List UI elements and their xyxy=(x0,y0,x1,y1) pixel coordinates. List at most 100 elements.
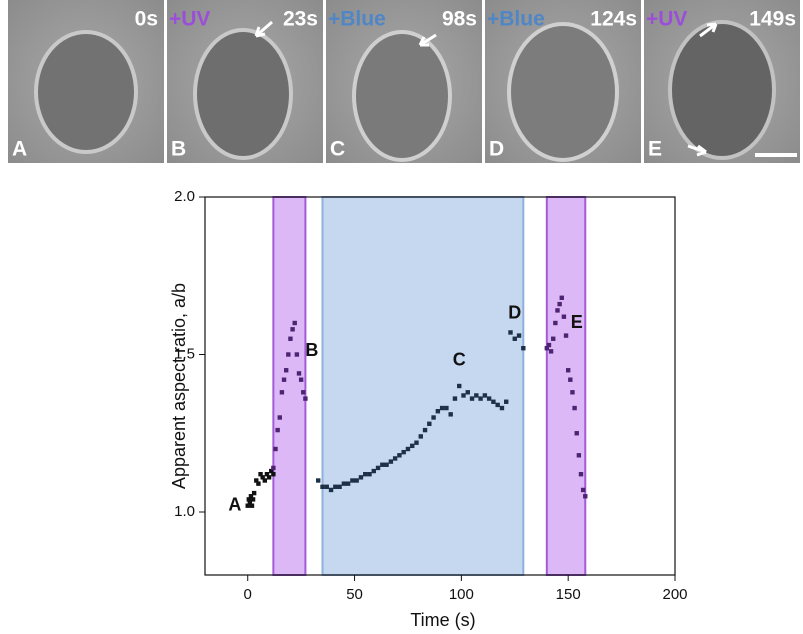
panel-letter: C xyxy=(330,138,345,161)
data-point xyxy=(427,421,432,426)
time-label: 23s xyxy=(283,8,318,31)
data-point xyxy=(247,500,253,505)
plot-frame xyxy=(204,196,676,576)
treatment-label: +Blue xyxy=(328,8,386,31)
data-point xyxy=(478,396,483,401)
data-point xyxy=(431,415,436,420)
data-point xyxy=(375,465,381,471)
data-point xyxy=(482,393,488,398)
data-point xyxy=(301,390,306,395)
data-point xyxy=(559,295,564,300)
vesicle xyxy=(668,20,776,160)
data-point xyxy=(418,434,423,439)
data-point xyxy=(350,478,355,483)
x-axis-title: Time (s) xyxy=(410,610,475,630)
data-point xyxy=(275,427,280,433)
data-point xyxy=(367,472,372,477)
data-point xyxy=(555,308,560,313)
y-tick-label: 1.0 xyxy=(174,503,195,520)
x-tick-label: 150 xyxy=(556,586,581,603)
data-point xyxy=(294,352,300,357)
data-point xyxy=(246,497,251,502)
data-point xyxy=(245,503,250,508)
data-point xyxy=(469,396,475,401)
time-label: 0s xyxy=(135,8,158,31)
data-point xyxy=(444,405,449,411)
image-panel: 0s A xyxy=(8,0,164,163)
data-point xyxy=(260,475,265,480)
data-point xyxy=(397,453,402,458)
data-point xyxy=(521,346,526,351)
data-point xyxy=(269,468,274,474)
data-point xyxy=(486,396,492,401)
data-point xyxy=(283,368,289,373)
data-point xyxy=(328,487,334,493)
data-point xyxy=(414,440,419,445)
time-label: 149s xyxy=(749,8,796,31)
data-point xyxy=(277,415,282,420)
data-point xyxy=(341,481,347,486)
data-point xyxy=(345,481,351,486)
time-label: 124s xyxy=(590,8,637,31)
data-point xyxy=(279,390,285,395)
data-point xyxy=(448,412,453,417)
data-point xyxy=(551,336,556,341)
data-point xyxy=(266,475,272,480)
data-point xyxy=(249,503,255,508)
data-point xyxy=(384,462,389,467)
data-point xyxy=(248,494,254,499)
shaded-region xyxy=(272,196,307,576)
data-point xyxy=(565,368,571,373)
arrow xyxy=(699,22,718,38)
data-point xyxy=(512,336,517,341)
data-point xyxy=(388,459,394,464)
x-tick-label: 0 xyxy=(244,586,252,603)
data-point xyxy=(563,333,569,338)
data-point xyxy=(358,475,364,480)
data-point xyxy=(422,427,428,433)
data-point xyxy=(258,472,263,477)
data-point xyxy=(296,371,302,376)
panel-letter: D xyxy=(489,138,504,161)
data-point xyxy=(557,301,562,307)
image-panel: +Blue 98s C xyxy=(326,0,482,163)
data-point xyxy=(354,478,359,483)
y-tick-label: 1.5 xyxy=(174,345,195,362)
data-point xyxy=(578,472,584,477)
data-point xyxy=(303,396,308,401)
vesicle xyxy=(34,30,138,154)
data-point xyxy=(516,333,522,338)
data-point xyxy=(544,346,550,351)
treatment-label: +UV xyxy=(646,8,687,31)
data-point xyxy=(290,327,295,332)
data-point xyxy=(337,484,342,489)
x-tick-label: 100 xyxy=(449,586,474,603)
data-point xyxy=(380,462,385,467)
vesicle xyxy=(352,30,452,162)
data-point xyxy=(495,402,500,408)
data-point xyxy=(576,453,582,458)
data-point xyxy=(452,396,458,401)
shaded-region xyxy=(321,196,525,576)
data-point xyxy=(548,349,554,354)
image-panel: +UV 149s E xyxy=(644,0,800,163)
arrow xyxy=(418,33,437,47)
data-point xyxy=(461,393,466,398)
data-point xyxy=(324,484,329,489)
point-annotation: D xyxy=(508,302,521,322)
point-annotation: A xyxy=(228,494,241,514)
data-point xyxy=(553,320,558,326)
data-point xyxy=(435,409,441,414)
data-point xyxy=(574,431,579,436)
data-point xyxy=(251,490,257,496)
y-axis-title: Apparent aspect ratio, a/b xyxy=(169,283,189,489)
data-point xyxy=(392,456,398,461)
data-point xyxy=(363,472,368,477)
data-point xyxy=(570,390,575,395)
data-point xyxy=(572,405,577,411)
data-point xyxy=(405,446,411,452)
data-point xyxy=(410,443,415,449)
data-point xyxy=(491,399,496,404)
x-tick-label: 200 xyxy=(662,586,687,603)
